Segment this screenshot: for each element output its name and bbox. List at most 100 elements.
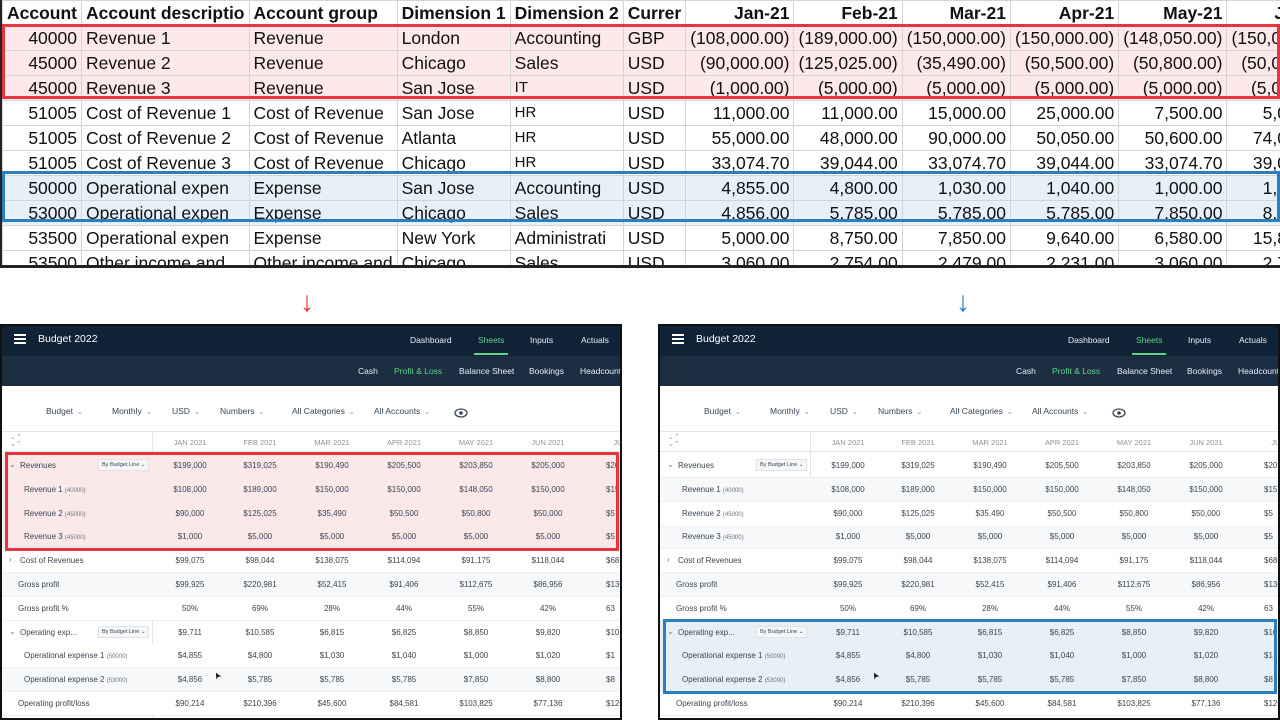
chevron-down-icon[interactable]: ⌄ [667, 626, 674, 636]
sheet-cell[interactable]: Accounting [509, 175, 624, 201]
sheet-cell[interactable]: (50,500.00) [1009, 50, 1120, 76]
value-cell[interactable]: $5,785 [247, 675, 273, 685]
tab-profit-loss[interactable]: Profit & Loss [1052, 366, 1101, 376]
sheet-cell[interactable]: Chicago [396, 200, 511, 226]
grid-row[interactable]: › Cost of Revenues $99,075 $98,044 $138,075… [2, 549, 620, 574]
sheet-cell[interactable]: Administrati [509, 225, 624, 251]
value-cell[interactable]: $138,075 [973, 556, 1007, 566]
sheet-cell[interactable]: New York [396, 225, 511, 251]
filter-all-accounts[interactable]: All Accounts ⌄ [374, 406, 430, 416]
value-cell[interactable]: $118,044 [1189, 556, 1223, 566]
value-cell[interactable]: $90,214 [175, 699, 205, 708]
value-cell[interactable]: $126 [1264, 699, 1278, 708]
eye-icon[interactable] [1112, 405, 1126, 418]
sheet-cell[interactable]: USD [622, 75, 687, 101]
sheet-cell[interactable]: 90,000.00 [901, 125, 1011, 151]
value-cell[interactable]: $9,711 [836, 627, 860, 637]
value-cell[interactable]: $205,500 [1045, 461, 1079, 470]
grid-row[interactable]: Operational expense 1 (50000) $4,855 $4,80… [2, 644, 620, 669]
value-cell[interactable]: $210,396 [243, 699, 277, 708]
value-cell[interactable]: $99,075 [833, 556, 863, 566]
expand-collapse-icon[interactable]: ⌄⌃ ⌄⌃ [668, 434, 680, 448]
sheet-cell[interactable]: 2,754.00 [793, 250, 903, 265]
value-cell[interactable]: $150,000 [973, 484, 1007, 494]
value-cell[interactable]: $10,585 [903, 627, 933, 637]
sheet-cell[interactable]: USD [622, 250, 687, 265]
tab-headcount[interactable]: Headcount [1238, 366, 1280, 376]
sheet-cell[interactable]: 7,850.00 [901, 225, 1011, 251]
chevron-down-icon[interactable]: ⌄ [9, 460, 16, 469]
filter-budget[interactable]: Budget ⌄ [704, 406, 741, 416]
value-cell[interactable]: $15 [1264, 484, 1278, 494]
value-cell[interactable]: $203,850 [1117, 461, 1151, 470]
value-cell[interactable]: 28% [981, 603, 998, 613]
tab-cash[interactable]: Cash [1016, 366, 1036, 376]
by-budget-line-dropdown[interactable]: By Budget Line ⌄ [98, 625, 150, 638]
grid-row[interactable]: Revenue 1 (40000) $108,000 $189,000 $150,00… [2, 477, 620, 502]
value-cell[interactable]: $5,785 [319, 675, 345, 685]
value-cell[interactable]: $112,675 [459, 580, 493, 589]
value-cell[interactable]: $10,585 [245, 627, 275, 637]
sheet-cell[interactable]: Expense [248, 175, 398, 201]
value-cell[interactable]: $319,025 [901, 461, 935, 470]
sheet-cell[interactable]: 53000 [2, 200, 82, 226]
sheet-cell[interactable]: 7,850.00 [1118, 200, 1228, 226]
sheet-cell[interactable]: 15,000.00 [901, 100, 1011, 126]
grid-row[interactable]: Revenue 2 (45000) $90,000 $125,025 $35,490 $… [2, 501, 620, 526]
value-cell[interactable]: $84,581 [389, 699, 419, 708]
sheet-cell[interactable]: San Jose [396, 100, 511, 126]
sheet-cell[interactable]: Chicago [396, 50, 511, 76]
sheet-cell[interactable]: 45000 [2, 75, 82, 101]
sheet-cell[interactable]: 15,800.00 [1226, 225, 1280, 251]
value-cell[interactable]: $114,094 [387, 556, 421, 566]
value-cell[interactable]: $103,825 [1117, 699, 1151, 708]
value-cell[interactable]: $15 [606, 484, 620, 494]
sheet-cell[interactable]: 48,000.00 [793, 125, 903, 151]
value-cell[interactable]: $5,000 [463, 532, 489, 542]
value-cell[interactable]: $4,856 [177, 675, 203, 685]
sheet-cell[interactable]: (150,000.00) [1009, 25, 1120, 51]
value-cell[interactable]: $77,136 [1191, 699, 1221, 708]
value-cell[interactable]: $35,490 [975, 508, 1005, 518]
value-cell[interactable]: $1,020 [535, 651, 561, 661]
value-cell[interactable]: $1 [606, 651, 615, 661]
value-cell[interactable]: $210,396 [901, 699, 935, 708]
value-cell[interactable]: $90,000 [175, 508, 205, 518]
chevron-down-icon[interactable]: ⌄ [9, 626, 16, 636]
value-cell[interactable]: $9,711 [178, 627, 202, 637]
value-cell[interactable]: $5,000 [1049, 532, 1075, 542]
value-cell[interactable]: $35,490 [317, 508, 347, 518]
grid-row[interactable]: Revenue 1 (40000) $108,000 $189,000 $150,00… [660, 477, 1278, 502]
value-cell[interactable]: $205,000 [531, 461, 565, 470]
grid-row[interactable]: Operating profit/loss $90,214 $210,396 $45… [660, 692, 1278, 716]
sheet-cell[interactable]: Chicago [396, 150, 511, 176]
sheet-cell[interactable]: 5,000.00 [685, 225, 795, 251]
value-cell[interactable]: $1,000 [463, 651, 489, 661]
value-cell[interactable]: 44% [1053, 603, 1070, 613]
sheet-cell[interactable]: Cost of Revenue 3 [81, 150, 250, 176]
value-cell[interactable]: $45,600 [975, 699, 1005, 708]
value-cell[interactable]: 50% [839, 603, 856, 613]
value-cell[interactable]: 55% [467, 603, 484, 613]
sheet-header-cell[interactable]: Dimension 2 [509, 0, 624, 26]
value-cell[interactable]: $5,000 [1121, 532, 1147, 542]
filter-budget[interactable]: Budget ⌄ [46, 406, 83, 416]
sheet-cell[interactable]: 51005 [2, 125, 82, 151]
tab-balance-sheet[interactable]: Balance Sheet [1117, 366, 1173, 376]
sheet-cell[interactable]: 45000 [2, 50, 82, 76]
sheet-cell[interactable]: 5,785.00 [901, 200, 1011, 226]
sheet-cell[interactable]: (125,025.00) [793, 50, 903, 76]
sheet-cell[interactable]: 25,000.00 [1009, 100, 1120, 126]
sheet-header-cell[interactable]: Jan-21 [685, 0, 795, 26]
sheet-cell[interactable]: Revenue 2 [81, 50, 250, 76]
value-cell[interactable]: $4,800 [247, 651, 273, 661]
value-cell[interactable]: $68 [606, 556, 620, 566]
value-cell[interactable]: 28% [323, 603, 340, 613]
value-cell[interactable]: $4,856 [835, 675, 861, 685]
value-cell[interactable]: $112,675 [1117, 580, 1151, 589]
sheet-cell[interactable]: Sales [509, 50, 624, 76]
value-cell[interactable]: $8 [1264, 675, 1273, 685]
sheet-cell[interactable]: Cost of Revenue 2 [81, 125, 250, 151]
sheet-cell[interactable]: 39,044.00 [1226, 150, 1280, 176]
grid-row[interactable]: Revenue 3 (45000) $1,000 $5,000 $5,000 $5,00… [660, 525, 1278, 550]
